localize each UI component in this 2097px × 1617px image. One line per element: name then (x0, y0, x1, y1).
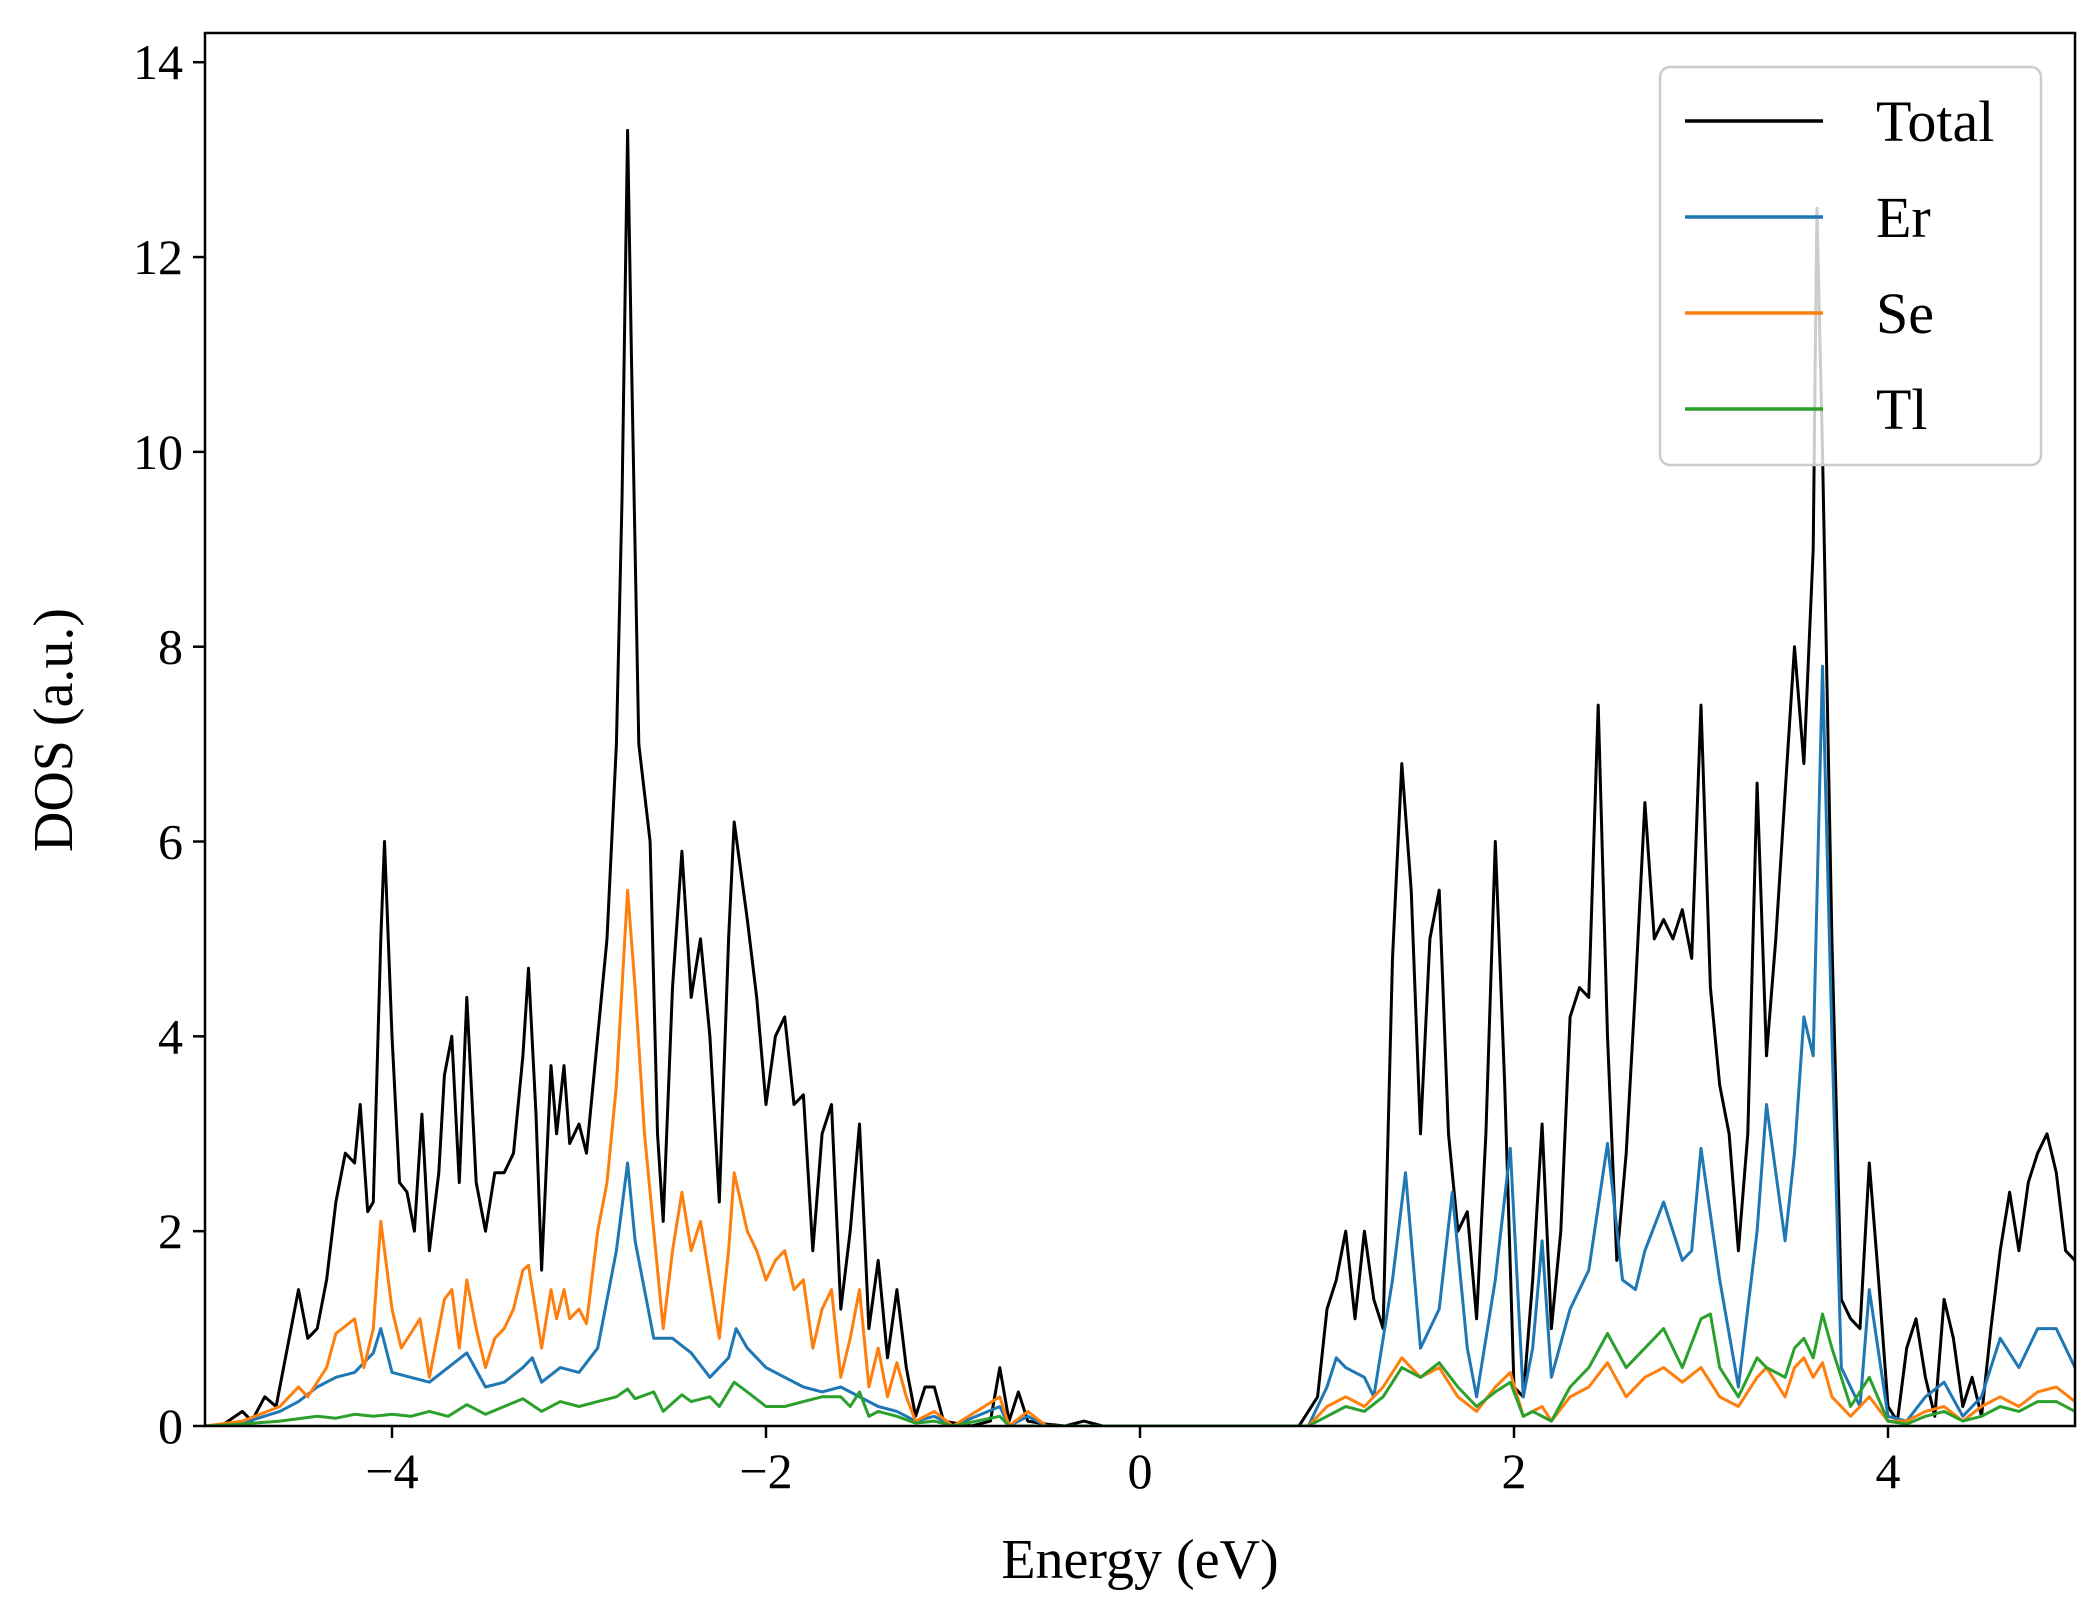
x-axis-title: Energy (eV) (1001, 1529, 1278, 1591)
x-tick-label: 4 (1876, 1443, 1901, 1499)
y-tick-label: 8 (158, 619, 183, 675)
legend-label-er: Er (1876, 185, 1931, 250)
y-tick-label: 14 (133, 34, 183, 90)
y-axis-title: DOS (a.u.) (23, 608, 85, 852)
series-line-er (205, 664, 2075, 1426)
y-tick-label: 2 (158, 1203, 183, 1259)
legend-label-se: Se (1876, 281, 1934, 346)
x-tick-label: −4 (365, 1443, 418, 1499)
y-tick-label: 10 (133, 424, 183, 480)
series-line-tl (205, 1312, 2075, 1426)
legend: Total Er Se Tl (1658, 65, 2043, 467)
y-tick-label: 12 (133, 229, 183, 285)
y-tick-label: 0 (158, 1398, 183, 1454)
y-tick-label: 4 (158, 1008, 183, 1064)
legend-label-total: Total (1876, 89, 1994, 154)
legend-box (1658, 65, 2043, 467)
legend-label-tl: Tl (1876, 377, 1928, 442)
series-line-total (205, 128, 2075, 1426)
series-layer (205, 128, 2075, 1426)
x-tick-label: 2 (1502, 1443, 1527, 1499)
ticks-layer: −4 −2 0 2 4 0 2 4 6 8 10 12 14 (133, 34, 1901, 1499)
y-tick-label: 6 (158, 814, 183, 870)
x-tick-label: −2 (739, 1443, 792, 1499)
series-line-se (205, 888, 2075, 1426)
x-tick-label: 0 (1128, 1443, 1153, 1499)
